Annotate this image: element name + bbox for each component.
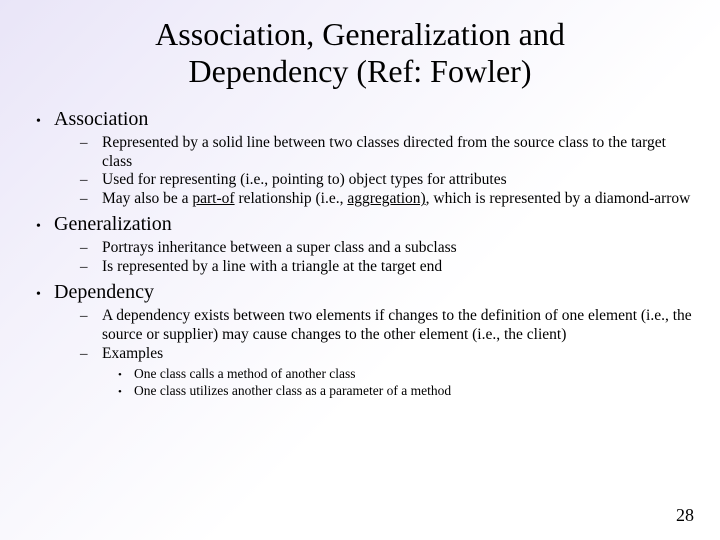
title-line-2: Dependency (Ref: Fowler) (189, 53, 532, 89)
dependency-examples: • One class calls a method of another cl… (36, 366, 692, 400)
item-text: Examples (102, 345, 692, 364)
content-list: • Association – Represented by a solid l… (28, 108, 692, 400)
dependency-items: – A dependency exists between two elemen… (36, 307, 692, 364)
bullet-icon: • (36, 112, 54, 132)
list-item: – May also be a part-of relationship (i.… (80, 190, 692, 209)
title-line-1: Association, Generalization and (155, 16, 565, 52)
section-label: Dependency (54, 281, 154, 304)
bullet-icon: • (118, 386, 134, 398)
dash-icon: – (80, 240, 102, 257)
underline-text: aggregation) (347, 190, 425, 207)
item-text: One class calls a method of another clas… (134, 366, 692, 383)
item-text: Is represented by a line with a triangle… (102, 258, 692, 277)
bullet-icon: • (118, 369, 134, 381)
text-fragment: May also be a (102, 190, 192, 207)
bullet-icon: • (36, 285, 54, 305)
dash-icon: – (80, 259, 102, 276)
list-item: – Examples (80, 345, 692, 364)
item-text: May also be a part-of relationship (i.e.… (102, 190, 692, 209)
dash-icon: – (80, 172, 102, 189)
list-item: – Is represented by a line with a triang… (80, 258, 692, 277)
list-item: – Represented by a solid line between tw… (80, 134, 692, 172)
section-association: • Association – Represented by a solid l… (36, 108, 692, 210)
item-text: Portrays inheritance between a super cla… (102, 239, 692, 258)
item-text: Used for representing (i.e., pointing to… (102, 171, 692, 190)
bullet-icon: • (36, 217, 54, 237)
text-fragment: relationship (i.e., (235, 190, 348, 207)
list-item: – Used for representing (i.e., pointing … (80, 171, 692, 190)
list-item: • One class calls a method of another cl… (118, 366, 692, 383)
section-generalization: • Generalization – Portrays inheritance … (36, 213, 692, 277)
dash-icon: – (80, 191, 102, 208)
underline-text: part-of (192, 190, 234, 207)
item-text: Represented by a solid line between two … (102, 134, 692, 172)
list-item: • One class utilizes another class as a … (118, 383, 692, 400)
association-items: – Represented by a solid line between tw… (36, 134, 692, 210)
page-number: 28 (676, 505, 694, 526)
text-fragment: , which is represented by a diamond-arro… (426, 190, 691, 207)
dash-icon: – (80, 308, 102, 325)
dash-icon: – (80, 346, 102, 363)
list-item: – Portrays inheritance between a super c… (80, 239, 692, 258)
item-text: One class utilizes another class as a pa… (134, 383, 692, 400)
slide-title: Association, Generalization and Dependen… (28, 16, 692, 90)
item-text: A dependency exists between two elements… (102, 307, 692, 345)
section-label: Association (54, 108, 148, 131)
slide: Association, Generalization and Dependen… (0, 0, 720, 540)
dash-icon: – (80, 135, 102, 152)
section-label: Generalization (54, 213, 172, 236)
generalization-items: – Portrays inheritance between a super c… (36, 239, 692, 277)
list-item: – A dependency exists between two elemen… (80, 307, 692, 345)
section-dependency: • Dependency – A dependency exists betwe… (36, 281, 692, 399)
